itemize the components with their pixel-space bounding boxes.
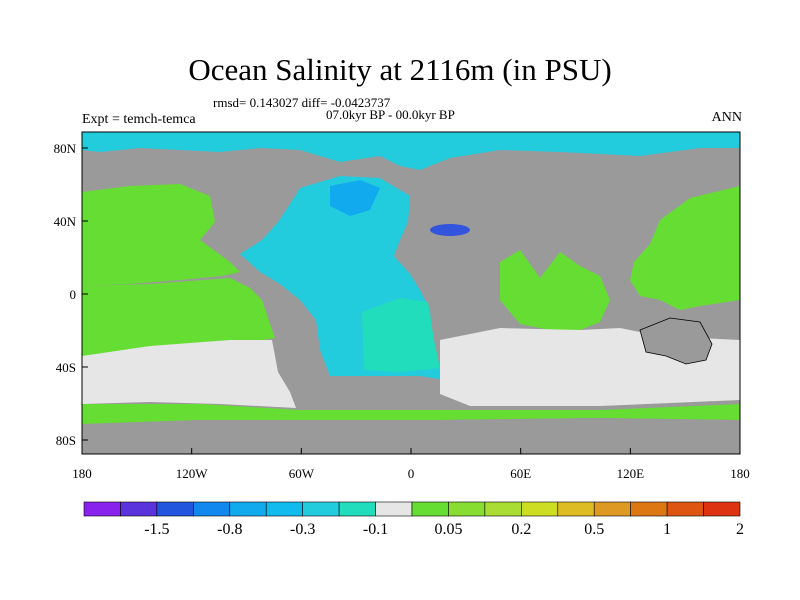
map-title: Ocean Salinity at 2116m (in PSU) [188, 52, 612, 87]
colorbar-swatch [666, 501, 704, 517]
colorbar-label: 2 [736, 521, 744, 538]
colorbar-swatch [593, 501, 631, 517]
colorbar-swatch [630, 501, 668, 517]
x-tick-label: 0 [408, 466, 415, 481]
y-tick-label: 40S [56, 360, 76, 375]
season-label: ANN [711, 110, 742, 125]
colorbar-swatch [484, 501, 522, 517]
x-tick-label: 180 [72, 466, 92, 481]
colorbar-label: 0.05 [434, 521, 462, 538]
colorbar-label: -0.1 [363, 521, 388, 538]
mediterranean-patch [430, 224, 470, 236]
colorbar: -1.5 -0.8 -0.3 -0.1 0.05 0.2 0.5 1 2 [83, 501, 744, 538]
y-axis: 80N 40N 0 40S 80S [54, 141, 88, 448]
north-pacific-east [630, 186, 740, 310]
australia-land [639, 317, 713, 365]
x-axis: 180 120W 60W 0 60E 120E 180 [72, 448, 750, 481]
colorbar-swatch [557, 501, 595, 517]
colorbar-swatch [703, 501, 741, 517]
north-atlantic-patch [330, 180, 380, 216]
colorbar-label: -1.5 [144, 521, 169, 538]
south-pacific-neutral [82, 340, 296, 408]
colorbar-label: -0.8 [217, 521, 242, 538]
south-atlantic-teal [362, 298, 440, 372]
stats-line: rmsd= 0.143027 diff= -0.0423737 [213, 95, 391, 110]
arctic-ocean [82, 132, 740, 170]
colorbar-label: 1 [663, 521, 671, 538]
experiment-label: Expt = temch-temca [82, 112, 196, 127]
colorbar-swatch [83, 501, 121, 517]
colorbar-swatch [193, 501, 231, 517]
colorbar-label: 0.2 [511, 521, 531, 538]
x-tick-label: 120E [617, 466, 645, 481]
north-pacific-west [82, 184, 240, 286]
y-tick-label: 0 [70, 287, 77, 302]
colorbar-swatch [448, 501, 486, 517]
map-field [82, 132, 740, 454]
tropical-pacific-west [82, 278, 275, 356]
colorbar-swatch [156, 501, 194, 517]
colorbar-swatch [521, 501, 559, 517]
colorbar-swatch [375, 501, 413, 517]
southern-ocean-band [82, 404, 740, 424]
colorbar-swatch [338, 501, 376, 517]
x-tick-label: 180 [730, 466, 750, 481]
y-tick-label: 80S [56, 433, 76, 448]
indian-ocean [500, 250, 610, 330]
x-tick-label: 120W [176, 466, 209, 481]
colorbar-swatch [229, 501, 267, 517]
colorbar-swatch [265, 501, 303, 517]
period-line: 07.0kyr BP - 00.0kyr BP [326, 107, 455, 122]
antarctica-land [82, 418, 740, 454]
y-tick-label: 80N [54, 141, 77, 156]
colorbar-swatch [411, 501, 449, 517]
atlantic-ocean [240, 176, 560, 384]
x-tick-label: 60E [510, 466, 531, 481]
colorbar-label: 0.5 [584, 521, 604, 538]
y-tick-label: 40N [54, 214, 77, 229]
colorbar-swatch [120, 501, 158, 517]
x-tick-label: 60W [289, 466, 315, 481]
colorbar-swatch [302, 501, 340, 517]
colorbar-label: -0.3 [290, 521, 315, 538]
